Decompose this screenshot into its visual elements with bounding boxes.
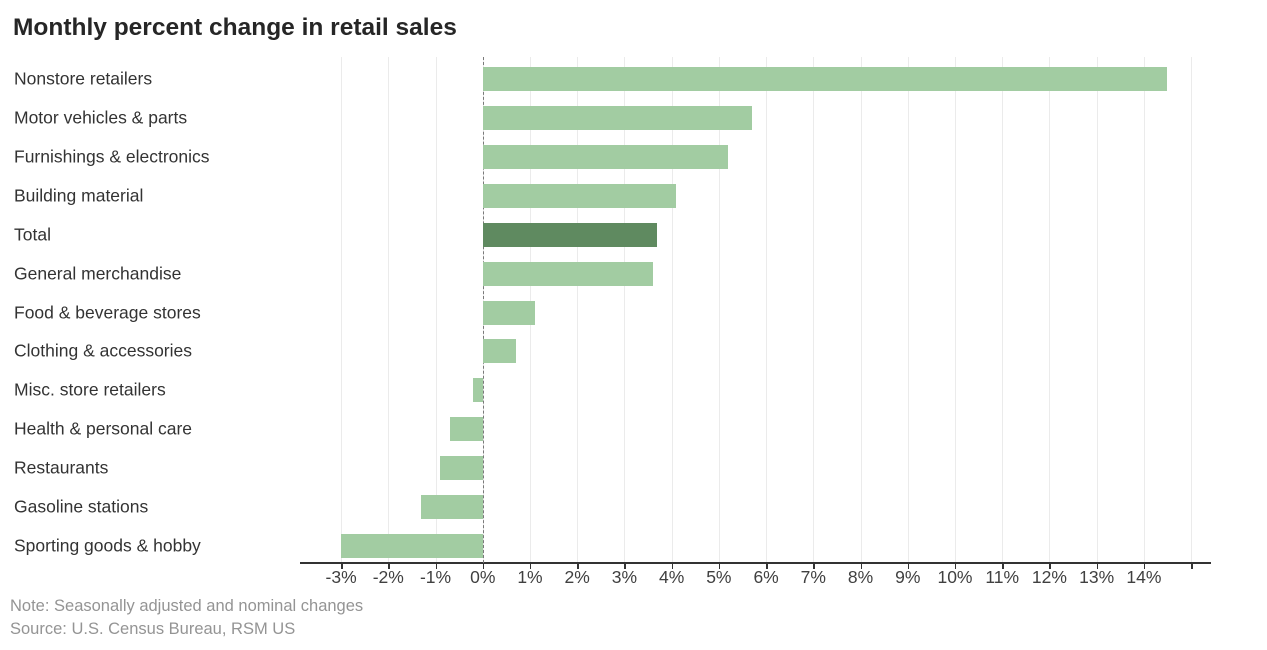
axis-tick	[766, 563, 768, 569]
bar	[482, 183, 677, 208]
gridline	[718, 57, 720, 563]
gridline	[1096, 57, 1098, 563]
category-label: Gasoline stations	[14, 496, 149, 517]
x-tick-label: 12%	[1031, 567, 1067, 587]
bar	[482, 222, 658, 247]
category-label: Total	[14, 224, 51, 245]
chart-source: Source: U.S. Census Bureau, RSM US	[10, 620, 296, 638]
axis-tick	[813, 563, 815, 569]
x-tick-label: 6%	[753, 567, 779, 587]
gridline	[624, 57, 626, 563]
category-label: Clothing & accessories	[14, 340, 192, 361]
bar	[449, 417, 483, 442]
x-tick-label: 2%	[564, 567, 590, 587]
gridline	[577, 57, 579, 563]
x-tick-label: 3%	[611, 567, 638, 587]
axis-tick	[529, 563, 532, 569]
x-axis-line	[300, 562, 1211, 564]
axis-tick	[624, 563, 626, 569]
axis-tick	[577, 563, 579, 569]
category-label: Building material	[14, 185, 144, 206]
x-tick-label: 4%	[658, 567, 685, 587]
gridline	[813, 57, 815, 563]
category-labels-column: Nonstore retailers Motor vehicles & parts…	[0, 0, 300, 650]
axis-tick	[1049, 563, 1051, 569]
bar	[482, 144, 729, 169]
gridline	[954, 57, 956, 563]
axis-tick	[671, 563, 674, 569]
category-label: General merchandise	[14, 263, 182, 284]
x-tick-label: 13%	[1079, 567, 1115, 587]
x-tick-label: -3%	[325, 567, 357, 587]
bar	[473, 378, 483, 403]
axis-tick	[718, 563, 721, 569]
gridline	[435, 57, 437, 563]
axis-tick	[954, 563, 957, 569]
bar	[421, 495, 483, 520]
axis-tick	[907, 563, 910, 569]
bar	[482, 66, 1168, 91]
axis-tick	[388, 563, 390, 569]
axis-tick	[1096, 563, 1099, 569]
plot-area	[300, 57, 1210, 563]
x-tick-label: 9%	[895, 567, 921, 587]
gridline	[341, 57, 343, 563]
axis-tick	[341, 563, 343, 569]
gridline	[1143, 57, 1145, 563]
bar	[440, 456, 483, 481]
axis-tick	[1143, 563, 1146, 569]
gridline	[1049, 57, 1051, 563]
axis-tick	[860, 563, 863, 569]
x-tick-label: 0%	[470, 567, 496, 587]
chart-note: Note: Seasonally adjusted and nominal ch…	[10, 597, 364, 615]
gridline	[766, 57, 768, 563]
x-tick-label: 10%	[937, 567, 973, 587]
axis-tick	[482, 563, 485, 569]
category-label: Misc. store retailers	[14, 379, 166, 400]
category-label: Motor vehicles & parts	[14, 107, 188, 128]
x-tick-label: 5%	[706, 567, 732, 587]
x-tick-label: 1%	[517, 567, 543, 587]
x-tick-label: -1%	[419, 567, 452, 587]
axis-tick	[1191, 563, 1193, 569]
axis-tick	[435, 563, 438, 569]
category-label: Nonstore retailers	[14, 68, 153, 89]
gridline	[1191, 57, 1193, 563]
gridline	[388, 57, 390, 563]
x-tick-label: 8%	[847, 567, 874, 587]
category-label: Restaurants	[14, 457, 109, 478]
bar	[482, 261, 653, 286]
category-label: Sporting goods & hobby	[14, 535, 201, 556]
gridline	[907, 57, 909, 563]
bar	[482, 105, 752, 130]
category-label: Food & beverage stores	[14, 302, 201, 322]
bar	[482, 339, 516, 364]
gridline	[1002, 57, 1004, 563]
axis-tick	[1002, 563, 1004, 569]
gridline	[671, 57, 673, 563]
x-tick-label: 11%	[985, 567, 1020, 587]
gridline	[860, 57, 862, 563]
category-label: Furnishings & electronics	[14, 146, 210, 167]
x-tick-label: -2%	[372, 567, 404, 587]
x-tick-label: 7%	[800, 567, 826, 587]
chart-title: Monthly percent change in retail sales	[13, 14, 457, 41]
bar	[482, 300, 535, 325]
bar	[341, 534, 483, 559]
x-tick-label: 14%	[1126, 567, 1162, 587]
category-label: Health & personal care	[14, 418, 193, 439]
